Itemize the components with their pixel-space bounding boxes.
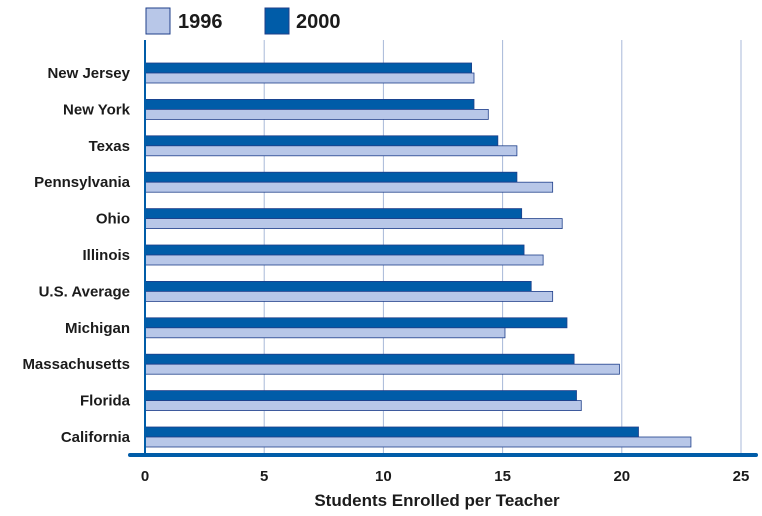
bar-2000-texas bbox=[144, 135, 499, 147]
bar-2000-u-s-average bbox=[144, 280, 532, 292]
category-label-pennsylvania: Pennsylvania bbox=[34, 174, 131, 191]
x-tick-label-10: 10 bbox=[375, 468, 392, 485]
bar-1996-michigan bbox=[144, 327, 506, 339]
bar-2000-california bbox=[144, 426, 639, 438]
tick-labels: 0 5 10 15 20 25 bbox=[141, 468, 750, 485]
category-label-florida: Florida bbox=[80, 393, 131, 410]
x-tick-label-25: 25 bbox=[733, 468, 750, 485]
bar-1996-texas bbox=[144, 145, 518, 157]
category-labels: New Jersey New York Texas Pennsylvania Ohio I… bbox=[22, 65, 130, 446]
bars bbox=[144, 62, 692, 448]
bar-2000-new-york bbox=[144, 99, 475, 110]
legend-swatch-1996 bbox=[145, 7, 171, 35]
x-tick-label-0: 0 bbox=[141, 468, 149, 485]
category-label-illinois: Illinois bbox=[82, 247, 130, 264]
bar-1996-california bbox=[144, 436, 692, 448]
bar-1996-new-york bbox=[144, 109, 489, 120]
bar-2000-illinois bbox=[144, 244, 525, 256]
bar-2000-ohio bbox=[144, 208, 523, 220]
bar-1996-pennsylvania bbox=[144, 181, 554, 193]
bar-1996-illinois bbox=[144, 254, 544, 266]
bar-1996-ohio bbox=[144, 218, 563, 230]
bar-2000-pennsylvania bbox=[144, 171, 518, 183]
category-label-california: California bbox=[61, 429, 131, 446]
bar-2000-florida bbox=[144, 390, 577, 402]
bar-1996-florida bbox=[144, 400, 582, 412]
category-label-michigan: Michigan bbox=[65, 320, 130, 337]
bar-2000-michigan bbox=[144, 317, 568, 329]
x-tick-label-20: 20 bbox=[613, 468, 630, 485]
bar-2000-new-jersey bbox=[144, 62, 473, 74]
x-tick-label-15: 15 bbox=[494, 468, 511, 485]
legend-swatch-2000 bbox=[264, 7, 290, 35]
category-label-ohio: Ohio bbox=[96, 211, 130, 228]
x-tick-label-5: 5 bbox=[260, 468, 268, 485]
axes bbox=[128, 40, 758, 457]
x-axis-title: Students Enrolled per Teacher bbox=[314, 491, 560, 510]
category-label-massachusetts: Massachusetts bbox=[22, 356, 130, 373]
bar-1996-new-jersey bbox=[144, 72, 475, 84]
category-label-new-jersey: New Jersey bbox=[47, 65, 130, 82]
legend: 1996 2000 bbox=[145, 7, 341, 35]
bar-1996-u-s-average bbox=[144, 290, 554, 302]
bar-1996-massachusetts bbox=[144, 363, 620, 375]
category-label-texas: Texas bbox=[89, 138, 130, 155]
legend-label-1996: 1996 bbox=[178, 11, 223, 33]
category-label-new-york: New York bbox=[63, 101, 131, 118]
legend-label-2000: 2000 bbox=[296, 11, 341, 33]
category-label-u-s-average: U.S. Average bbox=[39, 283, 130, 300]
bar-2000-massachusetts bbox=[144, 353, 575, 365]
